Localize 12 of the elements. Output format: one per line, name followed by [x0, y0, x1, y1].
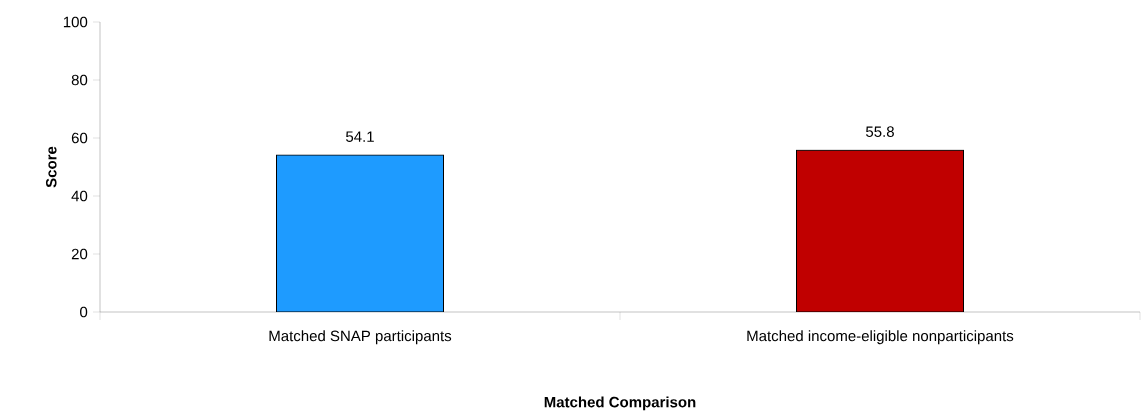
y-tick-label: 100 — [63, 16, 88, 28]
x-tick-label: Matched income-eligible nonparticipants — [747, 330, 1014, 345]
y-tick-label: 20 — [71, 248, 88, 260]
data-label: 54.1 — [346, 131, 374, 142]
y-tick-label: 40 — [71, 190, 88, 202]
y-tick-label: 0 — [80, 306, 88, 318]
data-label: 55.8 — [865, 126, 894, 137]
y-axis-title: Score — [45, 146, 57, 188]
x-axis-title: Matched Comparison — [544, 396, 696, 411]
y-tick-label: 80 — [71, 74, 88, 86]
x-tick-label: Matched SNAP participants — [269, 330, 452, 345]
y-tick-label: 60 — [71, 132, 88, 144]
